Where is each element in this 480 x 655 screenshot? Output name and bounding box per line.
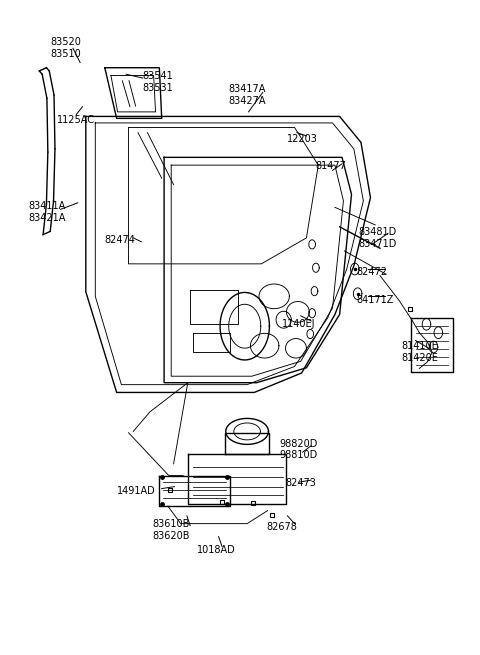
Text: 82474: 82474	[105, 235, 136, 245]
Text: 82678: 82678	[266, 522, 297, 532]
Text: 1491AD: 1491AD	[117, 486, 156, 496]
Text: 83411A
83421A: 83411A 83421A	[29, 201, 66, 223]
Text: 83541
83531: 83541 83531	[143, 71, 173, 93]
Text: 82473: 82473	[285, 478, 316, 489]
Text: 83481D
83471D: 83481D 83471D	[359, 227, 397, 249]
Text: 81477: 81477	[315, 161, 346, 172]
Text: 83610B
83620B: 83610B 83620B	[152, 519, 190, 541]
Text: 83417A
83427A: 83417A 83427A	[228, 84, 265, 106]
Text: 12203: 12203	[287, 134, 317, 144]
Text: 81410E
81420E: 81410E 81420E	[401, 341, 438, 363]
Text: 1140EJ: 1140EJ	[282, 319, 315, 329]
Text: 1125AC: 1125AC	[57, 115, 96, 124]
Text: 84171Z: 84171Z	[356, 295, 394, 305]
Text: 1018AD: 1018AD	[197, 544, 236, 555]
Text: 83520
83510: 83520 83510	[50, 37, 81, 59]
Text: 98820D
98810D: 98820D 98810D	[279, 439, 317, 460]
Text: 82472: 82472	[356, 267, 387, 277]
